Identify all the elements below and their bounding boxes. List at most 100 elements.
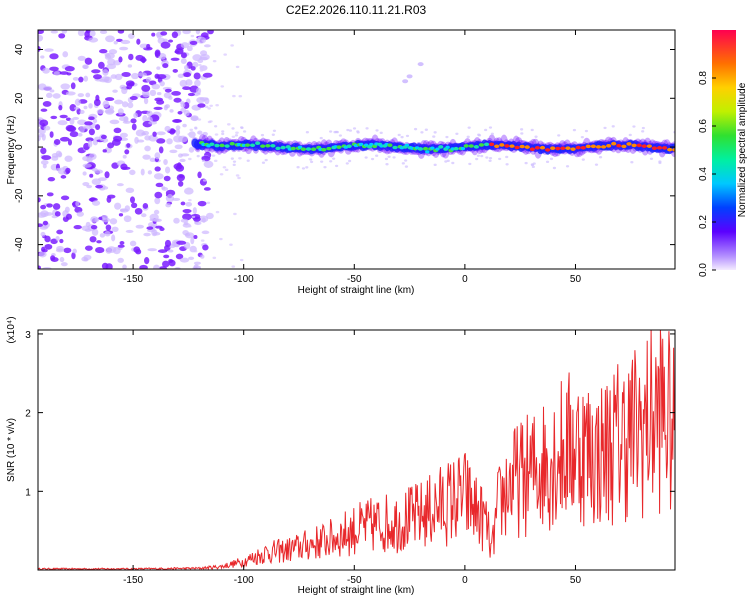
- noise-point: [44, 48, 54, 52]
- spectrogram-panel: -150 -100 -50 0 50 -40 -20 0 20 40 Height of str…: [6, 29, 676, 296]
- noise-point: [174, 50, 180, 54]
- noise-point: [204, 97, 210, 105]
- noise-point: [40, 108, 48, 112]
- y-tick-label: 1: [25, 487, 31, 498]
- noise-point: [164, 166, 171, 174]
- noise-point: [164, 88, 172, 93]
- noise-point: [42, 67, 50, 74]
- noise-point: [74, 98, 81, 106]
- noise-point: [195, 87, 202, 95]
- noise-point: [99, 49, 108, 54]
- noise-point: [105, 224, 112, 231]
- noise-point: [215, 210, 220, 214]
- signal-peak-point: [656, 146, 663, 150]
- noise-point: [82, 171, 87, 176]
- noise-point: [154, 97, 164, 102]
- noise-point: [156, 131, 166, 136]
- noise-point: [197, 265, 201, 269]
- noise-point: [64, 155, 73, 162]
- noise-point: [156, 31, 162, 39]
- noise-point: [524, 161, 528, 165]
- noise-point: [237, 176, 241, 180]
- noise-point: [455, 132, 459, 135]
- noise-point: [192, 216, 201, 222]
- noise-point: [229, 243, 233, 246]
- noise-point: [200, 239, 205, 242]
- noise-point: [194, 126, 198, 129]
- noise-point: [184, 233, 191, 237]
- x-tick-label: -150: [123, 575, 143, 586]
- noise-point: [199, 69, 204, 72]
- noise-point: [214, 133, 219, 136]
- noise-point: [59, 238, 64, 244]
- signal-peak-point: [509, 144, 515, 148]
- noise-point: [38, 265, 41, 269]
- noise-point: [91, 69, 101, 74]
- noise-point: [49, 131, 54, 138]
- noise-point: [173, 97, 182, 103]
- noise-point: [154, 166, 161, 172]
- noise-point: [180, 58, 187, 65]
- noise-point: [154, 197, 161, 205]
- noise-point: [207, 107, 212, 110]
- noise-point: [89, 236, 97, 243]
- signal-peak-point: [430, 146, 435, 150]
- signal-peak-point: [369, 142, 374, 147]
- noise-point: [384, 157, 389, 161]
- noise-point: [74, 106, 80, 110]
- noise-point: [105, 35, 115, 43]
- noise-point: [53, 138, 61, 145]
- noise-point: [177, 110, 183, 115]
- noise-point: [59, 256, 65, 263]
- noise-point: [96, 109, 105, 115]
- signal-peak-point: [422, 146, 429, 151]
- snr-scale-label: (x10⁴): [6, 316, 17, 343]
- signal-peak-point: [550, 146, 556, 151]
- noise-point: [190, 237, 195, 245]
- noise-point: [88, 116, 95, 121]
- noise-point: [177, 73, 184, 79]
- noise-point: [50, 255, 56, 261]
- signal-peak-point: [651, 146, 658, 151]
- noise-point: [404, 159, 408, 162]
- noise-point: [61, 30, 68, 34]
- noise-point: [230, 44, 234, 47]
- signal-peak-point: [489, 142, 495, 147]
- snr-x-label: Height of straight line (km): [298, 585, 415, 596]
- noise-point: [94, 136, 101, 140]
- noise-point: [60, 83, 71, 90]
- noise-point: [69, 104, 77, 112]
- noise-point: [46, 203, 53, 208]
- noise-point: [179, 257, 190, 263]
- noise-point: [102, 149, 107, 153]
- noise-point: [246, 159, 250, 162]
- noise-point: [91, 228, 99, 236]
- noise-point: [67, 139, 73, 146]
- noise-point: [488, 159, 492, 162]
- noise-point: [167, 249, 174, 253]
- noise-point: [104, 231, 111, 237]
- signal-peak-point: [463, 144, 469, 148]
- noise-point: [155, 182, 164, 188]
- noise-point: [432, 135, 436, 138]
- noise-point: [401, 162, 405, 165]
- noise-point: [120, 39, 131, 45]
- noise-point: [187, 133, 191, 136]
- noise-point: [187, 225, 192, 228]
- noise-point: [71, 252, 76, 260]
- noise-point: [402, 79, 409, 84]
- noise-point: [58, 33, 66, 39]
- noise-point: [212, 256, 217, 260]
- noise-point: [323, 165, 327, 169]
- noise-point: [59, 114, 68, 119]
- noise-point: [178, 174, 184, 178]
- noise-point: [197, 118, 202, 121]
- noise-point: [158, 146, 164, 154]
- noise-point: [112, 89, 118, 93]
- noise-point: [202, 244, 209, 251]
- noise-point: [154, 152, 161, 160]
- noise-point: [38, 45, 41, 53]
- noise-point: [180, 218, 189, 223]
- noise-point: [152, 131, 157, 137]
- noise-point: [116, 183, 124, 187]
